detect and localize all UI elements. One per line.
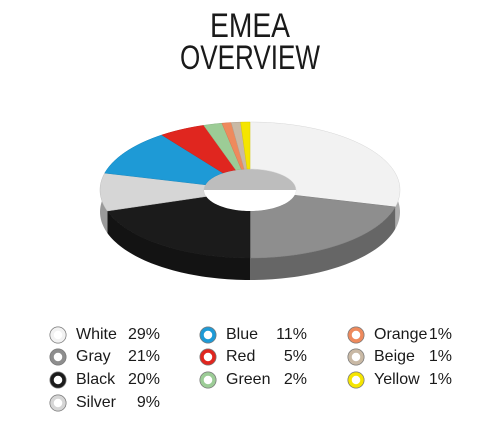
legend-label: Beige (374, 348, 415, 365)
legend-marker (200, 327, 216, 343)
legend-marker (348, 349, 364, 365)
legend-marker (200, 349, 216, 365)
legend-marker-outline (199, 326, 217, 344)
segment-side (107, 211, 250, 280)
legend-value: 9% (137, 394, 160, 411)
donut-segment (240, 121, 251, 170)
legend-marker-outline (49, 394, 67, 412)
legend-value: 1% (429, 371, 452, 388)
legend-value: 5% (284, 348, 307, 365)
legend-marker-outline (49, 348, 67, 366)
legend-label: Black (76, 371, 116, 388)
legend-value: 21% (128, 348, 160, 365)
legend-label: Silver (76, 394, 117, 411)
chart-title: EMEA (210, 7, 290, 45)
legend-value: 20% (128, 371, 160, 388)
legend-value: 11% (276, 326, 307, 343)
legend: White 29% Gray 21% Black 20% Silver 9% Blue 11% Re… (49, 326, 452, 412)
legend-label: Orange (374, 326, 427, 343)
legend-marker (50, 395, 66, 411)
donut (99, 121, 401, 280)
legend-label: Red (226, 348, 255, 365)
legend-marker-outline (49, 371, 67, 389)
legend-label: Blue (226, 326, 258, 343)
hole (204, 190, 296, 211)
legend-marker-outline (347, 348, 365, 366)
chart-title: OVERVIEW (180, 39, 320, 77)
legend-marker-outline (347, 371, 365, 389)
legend-value: 1% (429, 326, 452, 343)
legend-value: 29% (128, 326, 160, 343)
legend-marker (50, 349, 66, 365)
legend-label: White (76, 326, 117, 343)
legend-marker (200, 372, 216, 388)
legend-marker-outline (347, 326, 365, 344)
legend-value: 2% (284, 371, 307, 388)
legend-marker (50, 327, 66, 343)
legend-marker (50, 372, 66, 388)
legend-marker (348, 327, 364, 343)
legend-label: Green (226, 371, 270, 388)
legend-marker (348, 372, 364, 388)
legend-label: Gray (76, 348, 111, 365)
legend-label: Yellow (374, 371, 420, 388)
legend-marker-outline (199, 371, 217, 389)
legend-marker-outline (49, 326, 67, 344)
segment-side (250, 206, 396, 280)
legend-marker-outline (199, 348, 217, 366)
legend-value: 1% (429, 348, 452, 365)
